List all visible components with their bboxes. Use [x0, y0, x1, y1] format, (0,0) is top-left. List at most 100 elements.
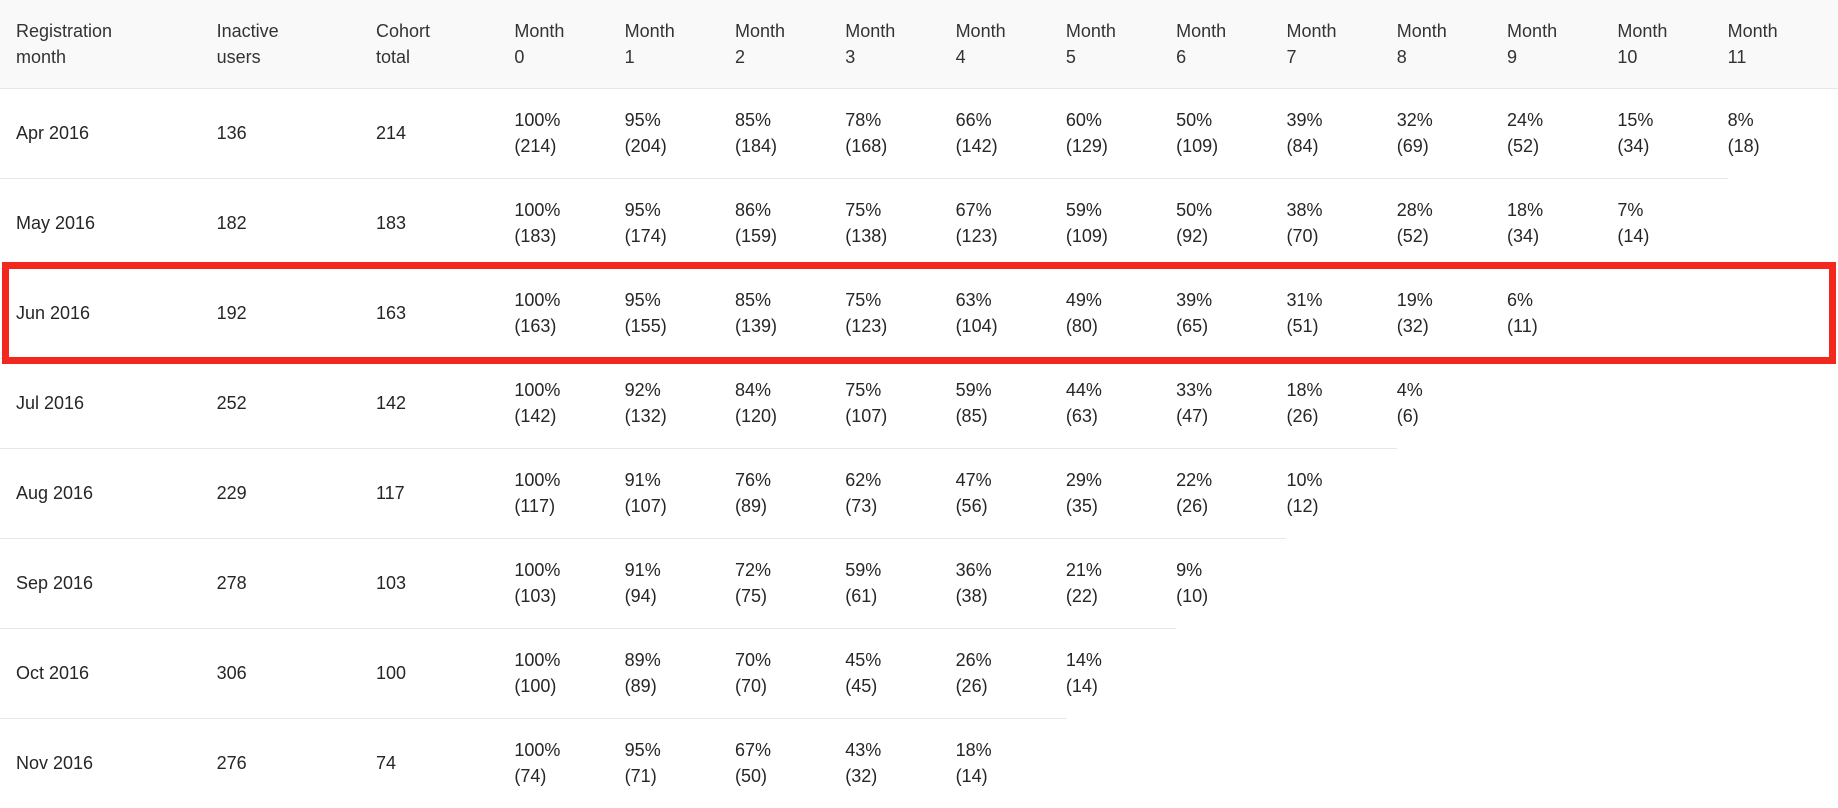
retention-count: (11): [1507, 316, 1538, 337]
table-body: Apr 2016 136 214 100% (214) 95% (204) 85% (184) 7…: [0, 87, 1838, 808]
retention-percent: 70%: [734, 650, 771, 670]
column-header-month-2: Month 2: [734, 0, 846, 89]
retention-percent: 32%: [1396, 110, 1433, 130]
cell-month-7: [1286, 718, 1396, 808]
retention-percent: 49%: [1065, 290, 1102, 310]
cell-month-3: 75% (107): [845, 357, 956, 448]
cell-month-1: 92% (132): [624, 357, 735, 448]
retention-percent: 44%: [1065, 380, 1102, 400]
retention-percent: 28%: [1396, 200, 1433, 220]
column-header-month-7: Month 7: [1286, 0, 1397, 89]
retention-percent: 85%: [734, 290, 771, 310]
cell-inactive-users: 192: [216, 267, 376, 358]
cell-month-2: 86% (159): [734, 177, 846, 268]
retention-count: (89): [624, 676, 657, 696]
retention-count: (183): [514, 226, 557, 246]
cell-month-4: 26% (26): [955, 627, 1066, 718]
cell-month-1: 89% (89): [624, 627, 735, 718]
cell-month-7: 18% (26): [1286, 357, 1397, 448]
retention-count: (52): [1396, 226, 1429, 246]
table-row-nov-2016: Nov 2016 276 74 100% (74) 95% (71) 67% (50) 43% (3…: [0, 717, 1838, 808]
retention-percent: 50%: [1176, 110, 1213, 130]
retention-percent: 18%: [1286, 380, 1323, 400]
cell-month-10: 7% (14): [1617, 177, 1728, 268]
retention-percent: 92%: [624, 380, 661, 400]
retention-count: (80): [1065, 316, 1098, 336]
retention-count: (26): [1176, 496, 1209, 516]
retention-count: (73): [845, 496, 878, 516]
cell-registration-month: Sep 2016: [0, 537, 217, 628]
retention-count: (109): [1065, 226, 1108, 246]
retention-percent: 24%: [1507, 110, 1544, 130]
retention-count: (32): [845, 766, 878, 787]
cell-month-0: 100% (74): [514, 717, 625, 808]
cell-month-5: 49% (80): [1065, 267, 1177, 358]
retention-count: (65): [1176, 316, 1209, 336]
cell-month-11: [1728, 448, 1838, 538]
cell-month-1: 95% (155): [624, 267, 735, 358]
retention-count: (107): [624, 496, 667, 516]
retention-percent: 31%: [1286, 290, 1323, 310]
header-row: Registration month Inactive users Cohort t…: [0, 0, 1838, 89]
table-row-may-2016: May 2016 182 183 100% (183) 95% (174) 86% (159) 7…: [0, 177, 1838, 268]
cell-inactive-users: 278: [216, 537, 376, 628]
cell-month-3: 43% (32): [845, 717, 956, 808]
cell-month-11: [1728, 538, 1838, 628]
retention-count: (75): [734, 586, 767, 606]
retention-count: (184): [734, 136, 777, 156]
cell-month-11: 8% (18): [1727, 87, 1838, 178]
retention-count: (129): [1065, 136, 1108, 156]
retention-percent: 4%: [1396, 380, 1423, 401]
cell-month-7: 10% (12): [1286, 447, 1397, 538]
cell-month-1: 91% (94): [624, 537, 735, 628]
retention-count: (61): [845, 586, 878, 606]
cell-month-4: 66% (142): [955, 87, 1066, 178]
cell-cohort-total: 117: [376, 447, 515, 538]
retention-count: (159): [734, 226, 777, 246]
cell-cohort-total: 103: [376, 537, 515, 628]
retention-count: (123): [845, 316, 888, 336]
retention-percent: 59%: [955, 380, 992, 400]
retention-percent: 86%: [734, 200, 771, 220]
cell-inactive-users: 182: [216, 177, 376, 268]
cell-month-5: [1066, 718, 1176, 808]
retention-count: (89): [734, 496, 767, 516]
cell-registration-month: May 2016: [0, 177, 217, 268]
cell-month-8: [1397, 628, 1507, 718]
cell-cohort-total: 163: [376, 267, 515, 358]
cell-inactive-users: 229: [216, 447, 376, 538]
retention-percent: 60%: [1065, 110, 1102, 130]
cell-month-9: 6% (11): [1507, 267, 1618, 358]
retention-percent: 14%: [1065, 650, 1102, 671]
cell-month-2: 70% (70): [734, 627, 846, 718]
cell-month-6: [1176, 628, 1286, 718]
retention-count: (69): [1396, 136, 1429, 156]
retention-percent: 91%: [624, 560, 661, 580]
cell-month-0: 100% (100): [514, 627, 625, 718]
column-header-inactive-users: Inactive users: [216, 0, 376, 89]
cell-month-10: 15% (34): [1617, 87, 1728, 178]
cell-cohort-total: 100: [376, 627, 515, 718]
retention-percent: 95%: [624, 200, 661, 220]
retention-count: (70): [1286, 226, 1319, 246]
cell-registration-month: Aug 2016: [0, 447, 217, 538]
cell-month-0: 100% (142): [514, 357, 625, 448]
cell-month-1: 95% (174): [624, 177, 735, 268]
cell-month-6: 50% (109): [1176, 87, 1287, 178]
table-row-apr-2016: Apr 2016 136 214 100% (214) 95% (204) 85% (184) 7…: [0, 87, 1838, 178]
column-header-month-1: Month 1: [624, 0, 735, 89]
retention-count: (74): [514, 766, 547, 787]
cell-month-0: 100% (117): [514, 447, 625, 538]
cell-month-11: [1728, 268, 1838, 358]
cell-month-7: 31% (51): [1286, 267, 1397, 358]
cell-month-8: [1397, 448, 1507, 538]
cell-inactive-users: 136: [216, 87, 376, 178]
retention-percent: 89%: [624, 650, 661, 670]
cell-month-1: 91% (107): [624, 447, 735, 538]
cell-month-2: 85% (184): [734, 87, 846, 178]
cell-month-2: 72% (75): [734, 537, 846, 628]
retention-percent: 72%: [734, 560, 771, 580]
cell-month-3: 75% (123): [845, 267, 956, 358]
cell-month-8: [1397, 718, 1507, 808]
retention-count: (109): [1176, 136, 1219, 156]
